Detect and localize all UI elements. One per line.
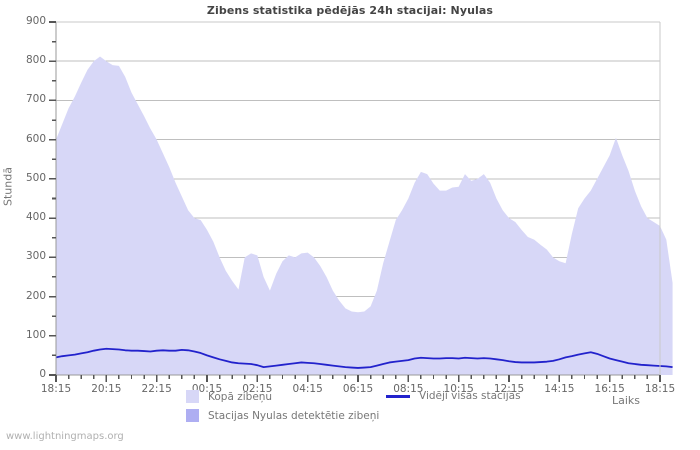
x-tick-label: 20:15 [91, 383, 122, 395]
y-tick-label: 100 [25, 328, 46, 341]
x-tick-label: 12:15 [493, 383, 525, 395]
chart-legend: Kopā zibeņu Stacijas Nyulas detektētie z… [0, 388, 700, 426]
chart-title: Zibens statistika pēdējās 24h stacijai: … [206, 4, 494, 17]
y-tick-label: 500 [25, 171, 46, 184]
legend-swatch-area-station [186, 409, 199, 422]
legend-label-area-station: Stacijas Nyulas detektētie zibeņi [208, 409, 380, 422]
y-tick-label: 0 [39, 368, 46, 380]
y-tick-label: 200 [25, 289, 46, 302]
y-tick-label: 600 [25, 132, 46, 145]
legend-swatch-area-total [186, 390, 199, 403]
x-tick-label: 18:15 [40, 383, 72, 395]
legend-item-kopa-zibenu: Kopā zibeņu [186, 390, 272, 403]
x-tick-label: 02:15 [242, 383, 273, 395]
legend-label-area-total: Kopā zibeņu [208, 390, 273, 403]
y-tick-label: 300 [25, 250, 46, 263]
x-tick-label: 10:15 [443, 383, 474, 395]
x-tick-label: 08:15 [393, 383, 424, 395]
y-tick-label: 700 [25, 93, 46, 106]
y-tick-label: 800 [25, 54, 46, 67]
legend-item-videji-visas-stacijas: Vidēji visās stacijās [386, 390, 521, 402]
legend-label-average-line: Vidēji visās stacijās [419, 390, 521, 402]
legend-item-stacijas-nyulas: Stacijas Nyulas detektētie zibeņi [186, 409, 379, 422]
watermark-url: www.lightningmaps.org [6, 431, 124, 442]
y-tick-label: 400 [25, 211, 46, 224]
x-tick-label: 04:15 [292, 383, 323, 395]
x-tick-label: 22:15 [141, 383, 172, 395]
x-tick-label: 06:15 [342, 383, 374, 395]
y-tick-label: 900 [25, 15, 46, 27]
x-tick-label: 14:15 [544, 383, 575, 395]
x-tick-label: 00:15 [191, 383, 223, 395]
x-tick-label: 16:15 [594, 383, 625, 395]
x-tick-label: 18:15 [644, 383, 676, 395]
legend-swatch-average-line [386, 394, 410, 398]
x-axis-title: Laiks [612, 394, 641, 407]
